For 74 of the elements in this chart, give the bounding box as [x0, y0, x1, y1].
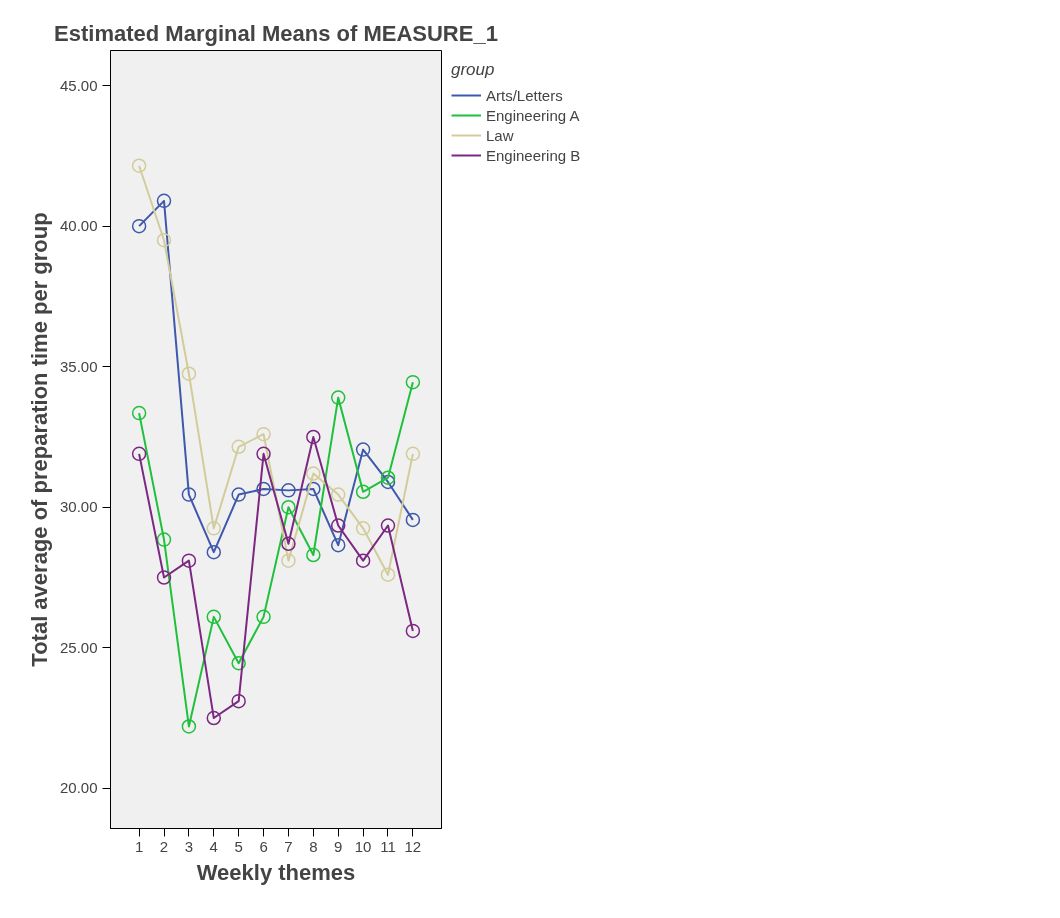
point — [405, 623, 421, 639]
point — [281, 483, 296, 498]
point — [156, 532, 172, 547]
x-axis-title: Weekly themes — [196, 859, 356, 885]
y-tick-label: 35.00 — [59, 357, 98, 375]
x-tick-label: 8 — [309, 837, 318, 855]
x-tick-label: 3 — [184, 837, 194, 855]
x-tick-label: 12 — [404, 837, 422, 855]
point — [131, 446, 147, 462]
x-tick-label: 7 — [284, 837, 293, 855]
point — [156, 232, 172, 248]
y-tick-label: 20.00 — [59, 779, 98, 797]
point — [380, 474, 396, 490]
legend-label: Engineering B — [486, 146, 581, 164]
point — [405, 374, 421, 390]
point — [231, 655, 246, 671]
x-tick-label: 9 — [334, 837, 343, 855]
point — [206, 544, 222, 560]
y-tick-label: 30.00 — [59, 498, 98, 516]
y-tick-label: 40.00 — [59, 217, 98, 235]
point — [231, 693, 246, 709]
point — [181, 719, 197, 734]
point — [156, 570, 172, 585]
point — [206, 710, 222, 726]
point — [281, 536, 296, 552]
point — [306, 429, 321, 445]
point — [355, 553, 371, 568]
point — [330, 390, 346, 405]
y-axis-title: Total average of preparation time per group — [26, 212, 52, 667]
legend-label: Engineering A — [486, 106, 580, 124]
point — [281, 553, 296, 568]
point — [181, 487, 197, 502]
point — [330, 487, 346, 502]
x-tick-label: 4 — [209, 837, 218, 855]
point — [330, 518, 346, 533]
legend-label: Arts/Letters — [486, 86, 563, 104]
point — [306, 466, 321, 481]
point — [256, 446, 271, 462]
point — [380, 567, 396, 582]
x-tick-label: 5 — [234, 837, 243, 855]
x-tick-label: 1 — [134, 837, 144, 855]
point — [355, 442, 371, 457]
point — [355, 521, 371, 536]
point — [405, 512, 421, 528]
point — [206, 521, 222, 536]
point — [330, 537, 346, 553]
point — [256, 426, 271, 442]
point — [156, 193, 172, 209]
point — [231, 487, 246, 502]
point — [306, 547, 321, 563]
point — [206, 609, 222, 625]
point — [231, 439, 246, 455]
point — [256, 481, 271, 497]
point — [306, 481, 321, 497]
point — [380, 470, 396, 485]
point — [256, 609, 271, 625]
y-tick-label: 45.00 — [59, 76, 98, 94]
point — [181, 366, 197, 381]
x-tick-label: 10 — [354, 837, 372, 855]
y-tick-label: 25.00 — [59, 638, 98, 656]
chart-title: Estimated Marginal Means of MEASURE_1 — [54, 20, 498, 46]
point — [131, 158, 147, 173]
legend-label: Law — [486, 126, 514, 144]
point — [380, 518, 396, 533]
point — [355, 484, 371, 500]
point — [405, 446, 421, 462]
x-tick-label: 11 — [380, 837, 396, 855]
point — [131, 405, 147, 421]
point — [281, 500, 296, 515]
point — [181, 553, 197, 568]
x-tick-label: 2 — [159, 837, 169, 855]
point — [131, 218, 147, 234]
x-tick-label: 6 — [259, 837, 268, 855]
legend-title: group — [451, 60, 496, 80]
